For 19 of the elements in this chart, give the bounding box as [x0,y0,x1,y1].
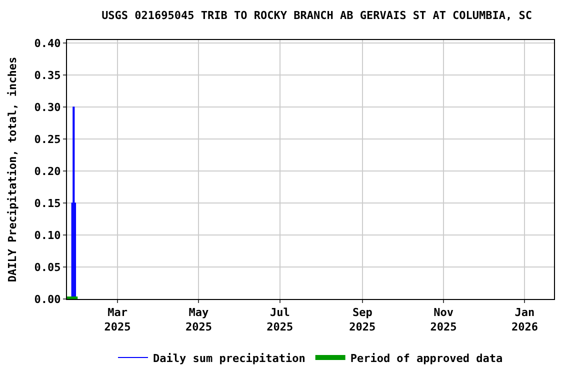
y-tick-label: 0.00 [34,292,61,306]
x-tick-label: Jul 2025 [266,306,294,334]
y-tick-label: 0.30 [34,101,61,114]
legend-label: Period of approved data [350,352,503,365]
y-tick-label: 0.10 [34,228,61,242]
y-tick-label: 0.40 [34,37,61,50]
x-tick-label: Mar 2025 [104,306,131,334]
x-tick-label: Nov 2025 [430,306,457,334]
x-tick-label: Sep 2025 [349,306,376,334]
y-axis-title: DAILY Precipitation, total, inches [6,56,19,282]
x-tick-label: Jan 2026 [511,306,538,334]
legend-label: Daily sum precipitation [153,352,306,365]
y-tick-label: 0.05 [34,260,61,274]
y-tick-label: 0.20 [34,164,61,178]
y-tick-label: 0.25 [34,132,61,146]
y-tick-label: 0.15 [34,196,61,210]
y-tick-label: 0.35 [34,69,61,82]
chart-title: USGS 021695045 TRIB TO ROCKY BRANCH AB GERVAIS ST AT COLUMBIA, SC [102,9,532,22]
x-tick-label: May 2025 [185,306,212,334]
